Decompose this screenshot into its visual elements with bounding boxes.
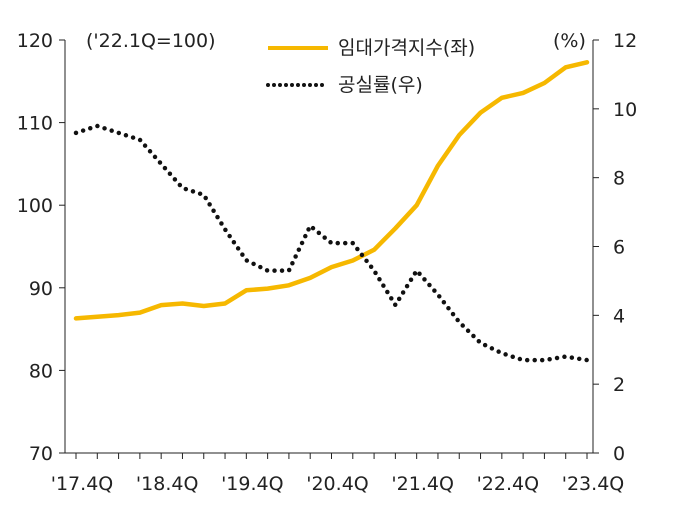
left-tick-label: 120 bbox=[17, 30, 53, 52]
x-tick-label: '22.4Q bbox=[477, 473, 539, 495]
legend-label-rent-index: 임대가격지수(좌) bbox=[338, 37, 475, 59]
left-tick-label: 80 bbox=[29, 360, 53, 382]
x-tick-label: '18.4Q bbox=[136, 473, 198, 495]
legend: 임대가격지수(좌) 공실률(우) bbox=[266, 37, 475, 96]
right-tick-label: 10 bbox=[613, 99, 637, 121]
left-axis-note: ('22.1Q=100) bbox=[86, 30, 216, 52]
right-tick-label: 6 bbox=[613, 237, 625, 259]
right-tick-label: 0 bbox=[613, 443, 625, 465]
left-tick-label: 70 bbox=[29, 443, 53, 465]
left-y-ticks: 70 80 90 100 110 120 bbox=[17, 30, 65, 465]
x-tick-label: '23.4Q bbox=[562, 473, 624, 495]
right-tick-label: 2 bbox=[613, 374, 625, 396]
right-tick-label: 8 bbox=[613, 168, 625, 190]
right-y-ticks: 0 2 4 6 8 10 12 bbox=[593, 30, 637, 465]
right-axis-note: (%) bbox=[553, 30, 586, 52]
x-tick-label: '17.4Q bbox=[51, 473, 113, 495]
right-tick-label: 4 bbox=[613, 305, 625, 327]
right-tick-label: 12 bbox=[613, 30, 637, 52]
left-tick-label: 100 bbox=[17, 195, 53, 217]
series-line-vacancy bbox=[73, 123, 590, 363]
left-tick-label: 110 bbox=[17, 113, 53, 135]
x-tick-label: '19.4Q bbox=[221, 473, 283, 495]
legend-label-vacancy: 공실률(우) bbox=[338, 74, 423, 96]
x-tick-label: '21.4Q bbox=[391, 473, 453, 495]
series-layer bbox=[73, 60, 590, 363]
x-tick-label: '20.4Q bbox=[306, 473, 368, 495]
x-ticks: '17.4Q '18.4Q '19.4Q '20.4Q '21.4Q '22.4Q '23.… bbox=[51, 453, 624, 495]
series-line-rent-index bbox=[73, 60, 590, 321]
left-tick-label: 90 bbox=[29, 278, 53, 300]
